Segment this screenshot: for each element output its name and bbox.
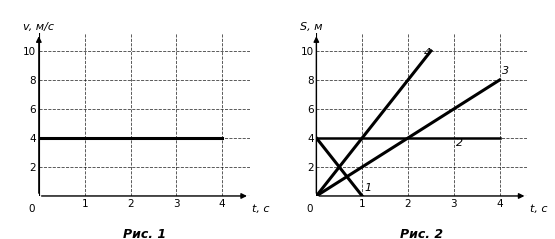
- Text: t, с: t, с: [252, 204, 270, 214]
- Text: 3: 3: [502, 65, 509, 76]
- Text: S, м: S, м: [300, 22, 323, 32]
- Text: Рис. 1: Рис. 1: [123, 228, 166, 239]
- Text: 4: 4: [424, 48, 431, 58]
- Text: 0: 0: [306, 204, 312, 214]
- Text: 1: 1: [365, 183, 372, 193]
- Text: t, с: t, с: [529, 204, 547, 214]
- Text: v, м/с: v, м/с: [23, 22, 54, 32]
- Text: 2: 2: [456, 138, 463, 148]
- Text: Рис. 2: Рис. 2: [400, 228, 443, 239]
- Text: 0: 0: [29, 204, 35, 214]
